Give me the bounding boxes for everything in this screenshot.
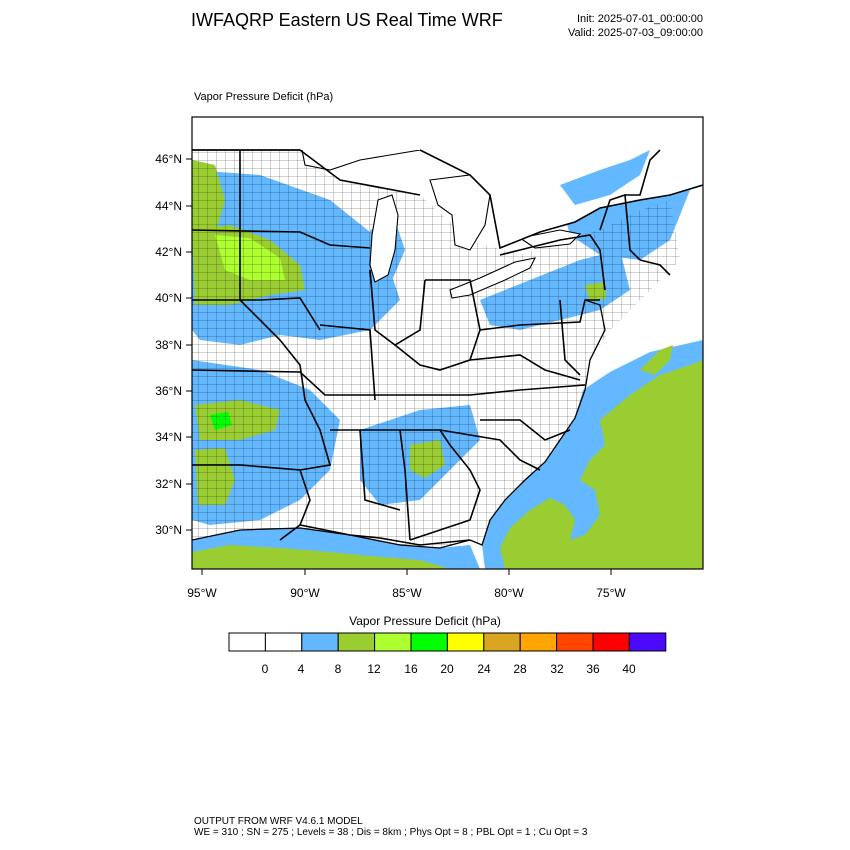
valid-time: Valid: 2025-07-03_09:00:00 (568, 27, 703, 39)
longitude-axis (201, 569, 612, 575)
gulf-coastline (192, 527, 471, 549)
lat-label: 46°N (155, 152, 182, 166)
colorbar-swatch (264, 632, 303, 652)
lat-label: 36°N (155, 384, 182, 398)
lat-label: 32°N (155, 477, 182, 491)
colorbar-label: 40 (622, 662, 636, 676)
lon-label: 80°W (494, 586, 524, 600)
map-content (192, 117, 703, 569)
colorbar-label: 20 (440, 662, 454, 676)
colorbar-label: 32 (550, 662, 564, 676)
colorbar-title: Vapor Pressure Deficit (hPa) (349, 614, 501, 628)
lat-label: 30°N (155, 523, 182, 537)
init-time: Init: 2025-07-01_00:00:00 (577, 13, 703, 25)
footer-model-info: OUTPUT FROM WRF V4.6.1 MODEL (194, 816, 363, 827)
latitude-axis (186, 158, 192, 531)
atlantic-vpd-green (500, 360, 703, 569)
gulf-vpd-green (192, 545, 450, 569)
colorbar-swatch (483, 632, 521, 652)
lon-label: 90°W (290, 586, 320, 600)
colorbar-label: 28 (513, 662, 527, 676)
plot-subtitle: Vapor Pressure Deficit (hPa) (194, 91, 334, 103)
atlantic-vpd-green-2 (640, 345, 673, 375)
footer-model-options: WE = 310 ; SN = 275 ; Levels = 38 ; Dis … (194, 827, 588, 838)
canada-border (192, 149, 703, 250)
lat-label: 40°N (155, 291, 182, 305)
lake-michigan (369, 194, 399, 283)
lat-label: 44°N (155, 199, 182, 213)
colorbar-label: 12 (367, 662, 381, 676)
colorbar-label: 24 (477, 662, 491, 676)
longitude-labels: 95°W 90°W 85°W 80°W 75°W (187, 586, 626, 600)
colorbar-swatch (592, 632, 630, 652)
colorbar-swatch (556, 632, 594, 652)
map-frame (191, 116, 704, 570)
latitude-labels: 46°N 44°N 42°N 40°N 38°N 36°N 34°N 32°N … (155, 152, 182, 537)
colorbar-label: 36 (586, 662, 600, 676)
county-lines (192, 150, 680, 548)
lat-label: 38°N (155, 338, 182, 352)
colorbar-label: 8 (334, 662, 342, 676)
colorbar (228, 632, 667, 652)
colorbar-swatch (228, 632, 266, 652)
lon-label: 85°W (392, 586, 422, 600)
state-boundaries (192, 149, 671, 546)
colorbar-swatch (301, 632, 339, 652)
colorbar-swatch (410, 632, 448, 652)
colorbar-swatch (519, 632, 558, 652)
colorbar-label: 0 (261, 662, 269, 676)
colorbar-label: 16 (404, 662, 418, 676)
canada-area (192, 117, 703, 248)
lon-label: 75°W (596, 586, 626, 600)
lat-label: 34°N (155, 430, 182, 444)
atlantic-coastline (469, 299, 606, 546)
colorbar-swatch (337, 632, 376, 652)
colorbar-swatch (446, 632, 485, 652)
main-title: IWFAQRP Eastern US Real Time WRF (191, 10, 503, 30)
lon-label: 95°W (187, 586, 217, 600)
colorbar-swatch (628, 632, 667, 652)
colorbar-swatch (374, 632, 412, 652)
colorbar-label: 4 (297, 662, 305, 676)
canada-vpd-blue (560, 150, 650, 205)
lat-label: 42°N (155, 245, 182, 259)
